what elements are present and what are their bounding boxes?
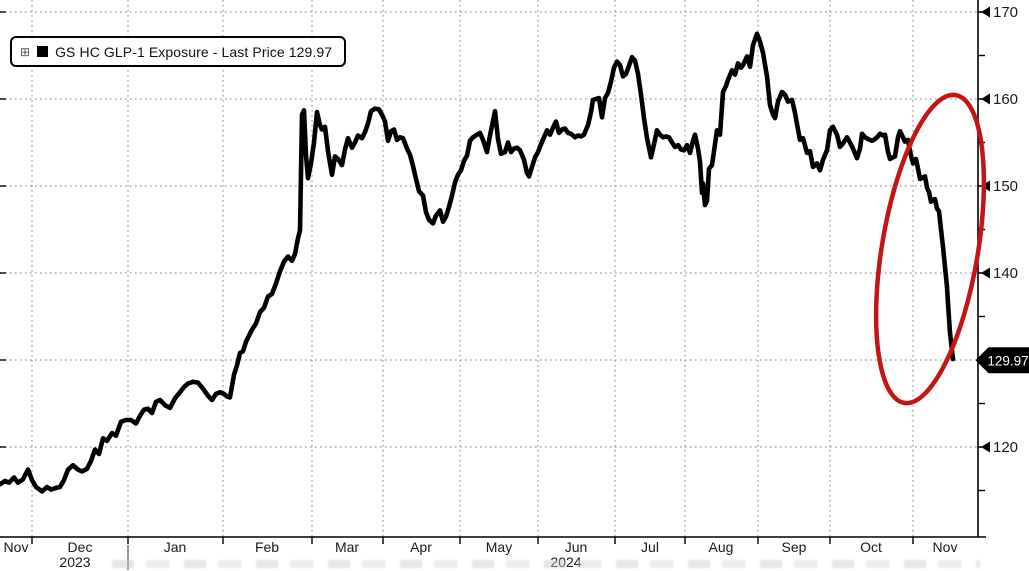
legend-expand-icon[interactable]: ⊞ [20, 44, 31, 59]
price-line [0, 31, 956, 494]
legend-series-swatch [37, 46, 49, 57]
y-axis-label-150: 150 [993, 178, 1018, 195]
legend-series-label: GS HC GLP-1 Exposure - Last Price 129.97 [55, 43, 333, 60]
footer-watermark [112, 560, 980, 568]
y-axis-label-170: 170 [993, 4, 1018, 21]
month-label-3: Feb [255, 539, 279, 555]
y-axis-label-160: 160 [993, 91, 1018, 108]
month-label-2: Jan [164, 539, 187, 555]
y-tick-arrow-icon [981, 441, 990, 453]
month-label-1: Dec [68, 539, 93, 555]
month-label-12: Nov [933, 539, 958, 555]
month-label-4: Mar [335, 539, 359, 555]
month-label-11: Oct [860, 539, 882, 555]
month-label-6: May [486, 539, 512, 555]
y-tick-arrow-icon [981, 267, 990, 279]
last-price-badge-value: 129.97 [987, 353, 1028, 368]
y-tick-arrow-icon [981, 93, 990, 105]
legend-box[interactable]: ⊞ GS HC GLP-1 Exposure - Last Price 129.… [10, 36, 347, 67]
year-label-1: 2024 [550, 554, 581, 570]
month-label-7: Jun [565, 539, 588, 555]
month-label-8: Jul [641, 539, 659, 555]
year-label-0: 2023 [59, 554, 90, 570]
month-label-10: Sep [782, 539, 807, 555]
last-price-badge [976, 347, 1029, 374]
month-label-9: Aug [709, 539, 734, 555]
month-label-0: Nov [4, 539, 29, 555]
month-label-5: Apr [410, 539, 432, 555]
y-axis-label-120: 120 [993, 439, 1018, 456]
y-tick-arrow-icon [981, 6, 990, 18]
annotation-ellipse [873, 92, 987, 406]
y-axis-label-140: 140 [993, 265, 1018, 282]
